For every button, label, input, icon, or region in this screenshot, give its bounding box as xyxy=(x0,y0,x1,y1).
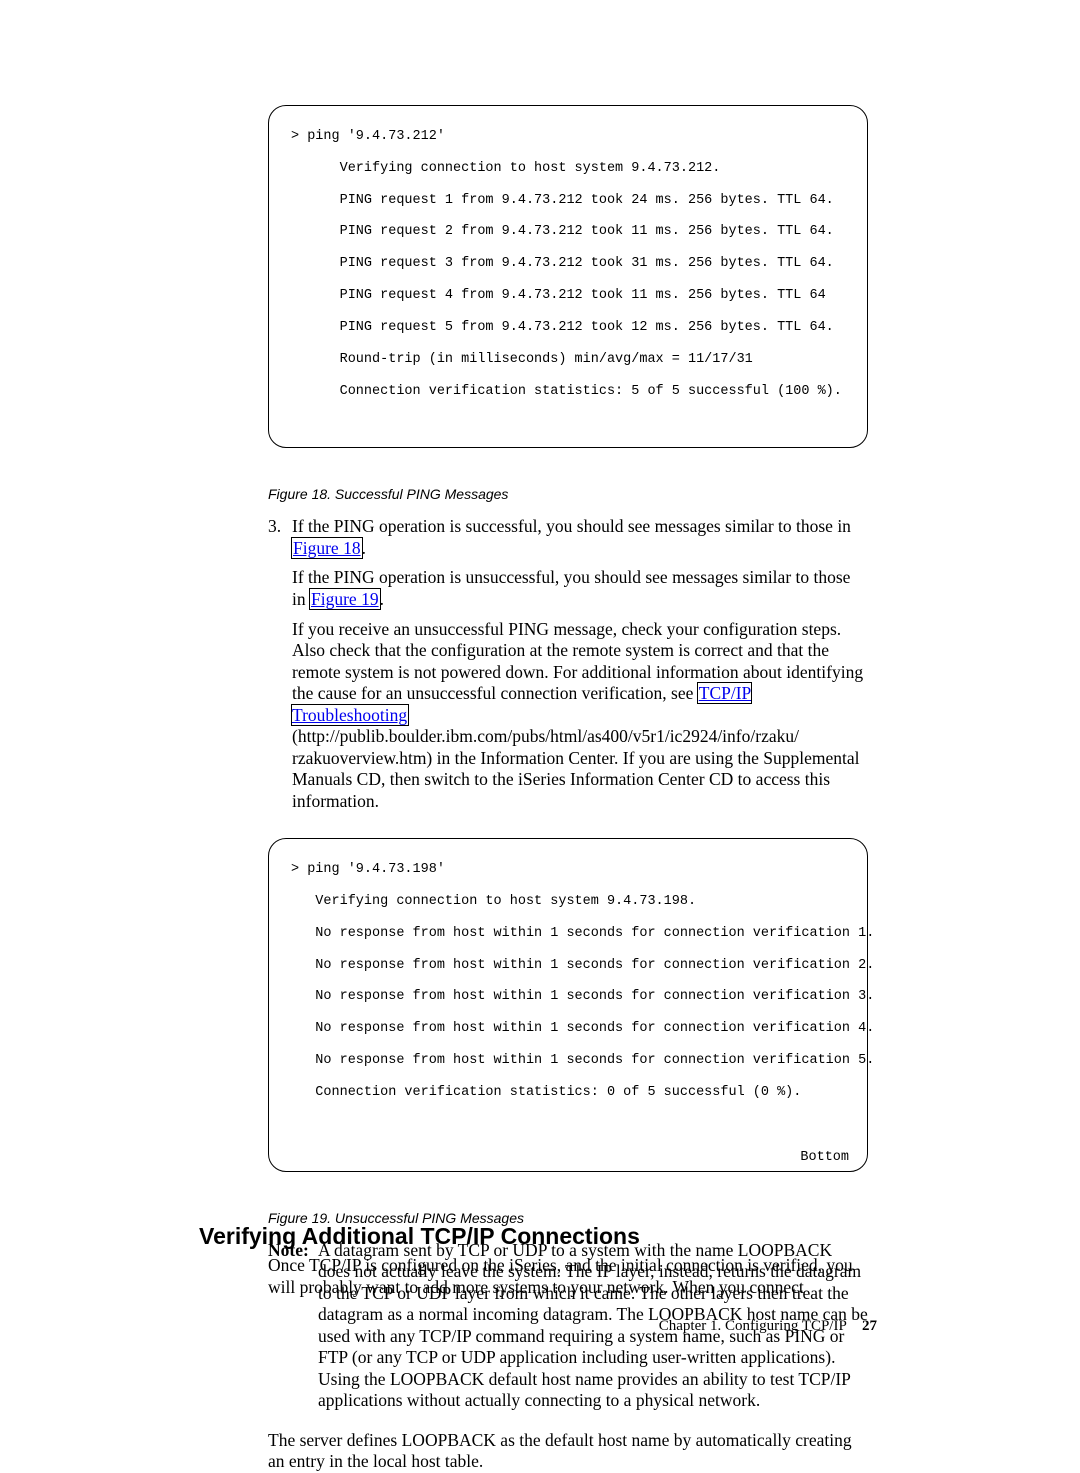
code-line: PING request 2 from 9.4.73.212 took 11 m… xyxy=(291,224,845,240)
ordered-list: 3. If the PING operation is successful, … xyxy=(268,516,868,812)
code-line: PING request 4 from 9.4.73.212 took 11 m… xyxy=(291,288,845,304)
text: If you receive an unsuccessful PING mess… xyxy=(292,619,863,704)
link-figure-19[interactable]: Figure 19 xyxy=(310,589,380,609)
code-line: No response from host within 1 seconds f… xyxy=(291,989,845,1005)
code-line: Verifying connection to host system 9.4.… xyxy=(291,161,845,177)
link-label: Figure 18 xyxy=(293,538,361,558)
paragraph: Once TCP/IP is configured on the iSeries… xyxy=(268,1255,869,1298)
link-figure-18[interactable]: Figure 18 xyxy=(292,538,362,558)
code-bottom-label: Bottom xyxy=(800,1150,849,1166)
page-footer: Chapter 1. Configuring TCP/IP 27 xyxy=(659,1318,877,1335)
code-line: PING request 1 from 9.4.73.212 took 24 m… xyxy=(291,193,845,209)
footer-page-number: 27 xyxy=(862,1318,877,1334)
footer-chapter: Chapter 1. Configuring TCP/IP xyxy=(659,1318,847,1334)
code-line: No response from host within 1 seconds f… xyxy=(291,926,845,942)
code-line: PING request 3 from 9.4.73.212 took 31 m… xyxy=(291,256,845,272)
code-line: PING request 5 from 9.4.73.212 took 12 m… xyxy=(291,320,845,336)
link-label: Figure 19 xyxy=(311,589,379,609)
paragraph: If you receive an unsuccessful PING mess… xyxy=(292,619,868,727)
figure-caption-18: Figure 18. Successful PING Messages xyxy=(268,486,868,502)
list-number: 3. xyxy=(268,516,292,812)
code-line: > ping '9.4.73.212' xyxy=(291,129,845,145)
text: If the PING operation is successful, you… xyxy=(292,516,851,536)
paragraph: If the PING operation is unsuccessful, y… xyxy=(292,567,868,610)
section: Verifying Additional TCP/IP Connections … xyxy=(199,1195,869,1298)
code-line: Round-trip (in milliseconds) min/avg/max… xyxy=(291,352,845,368)
page: > ping '9.4.73.212' Verifying connection… xyxy=(0,0,1080,1397)
code-line: No response from host within 1 seconds f… xyxy=(291,958,845,974)
code-line: Connection verification statistics: 5 of… xyxy=(291,384,845,400)
paragraph: The server defines LOOPBACK as the defau… xyxy=(268,1430,868,1473)
code-line: No response from host within 1 seconds f… xyxy=(291,1053,845,1069)
code-box-ping-success: > ping '9.4.73.212' Verifying connection… xyxy=(268,105,868,448)
paragraph: (http://publib.boulder.ibm.com/pubs/html… xyxy=(292,726,868,812)
text: . xyxy=(380,589,384,609)
code-line: Verifying connection to host system 9.4.… xyxy=(291,894,845,910)
paragraph: If the PING operation is successful, you… xyxy=(292,516,868,559)
code-line: > ping '9.4.73.198' xyxy=(291,862,845,878)
heading-verifying-additional: Verifying Additional TCP/IP Connections xyxy=(199,1223,869,1250)
code-box-ping-fail: > ping '9.4.73.198' Verifying connection… xyxy=(268,838,868,1172)
code-line: No response from host within 1 seconds f… xyxy=(291,1021,845,1037)
list-item-3: 3. If the PING operation is successful, … xyxy=(268,516,868,812)
text: . xyxy=(362,538,366,558)
code-line: Connection verification statistics: 0 of… xyxy=(291,1085,845,1101)
